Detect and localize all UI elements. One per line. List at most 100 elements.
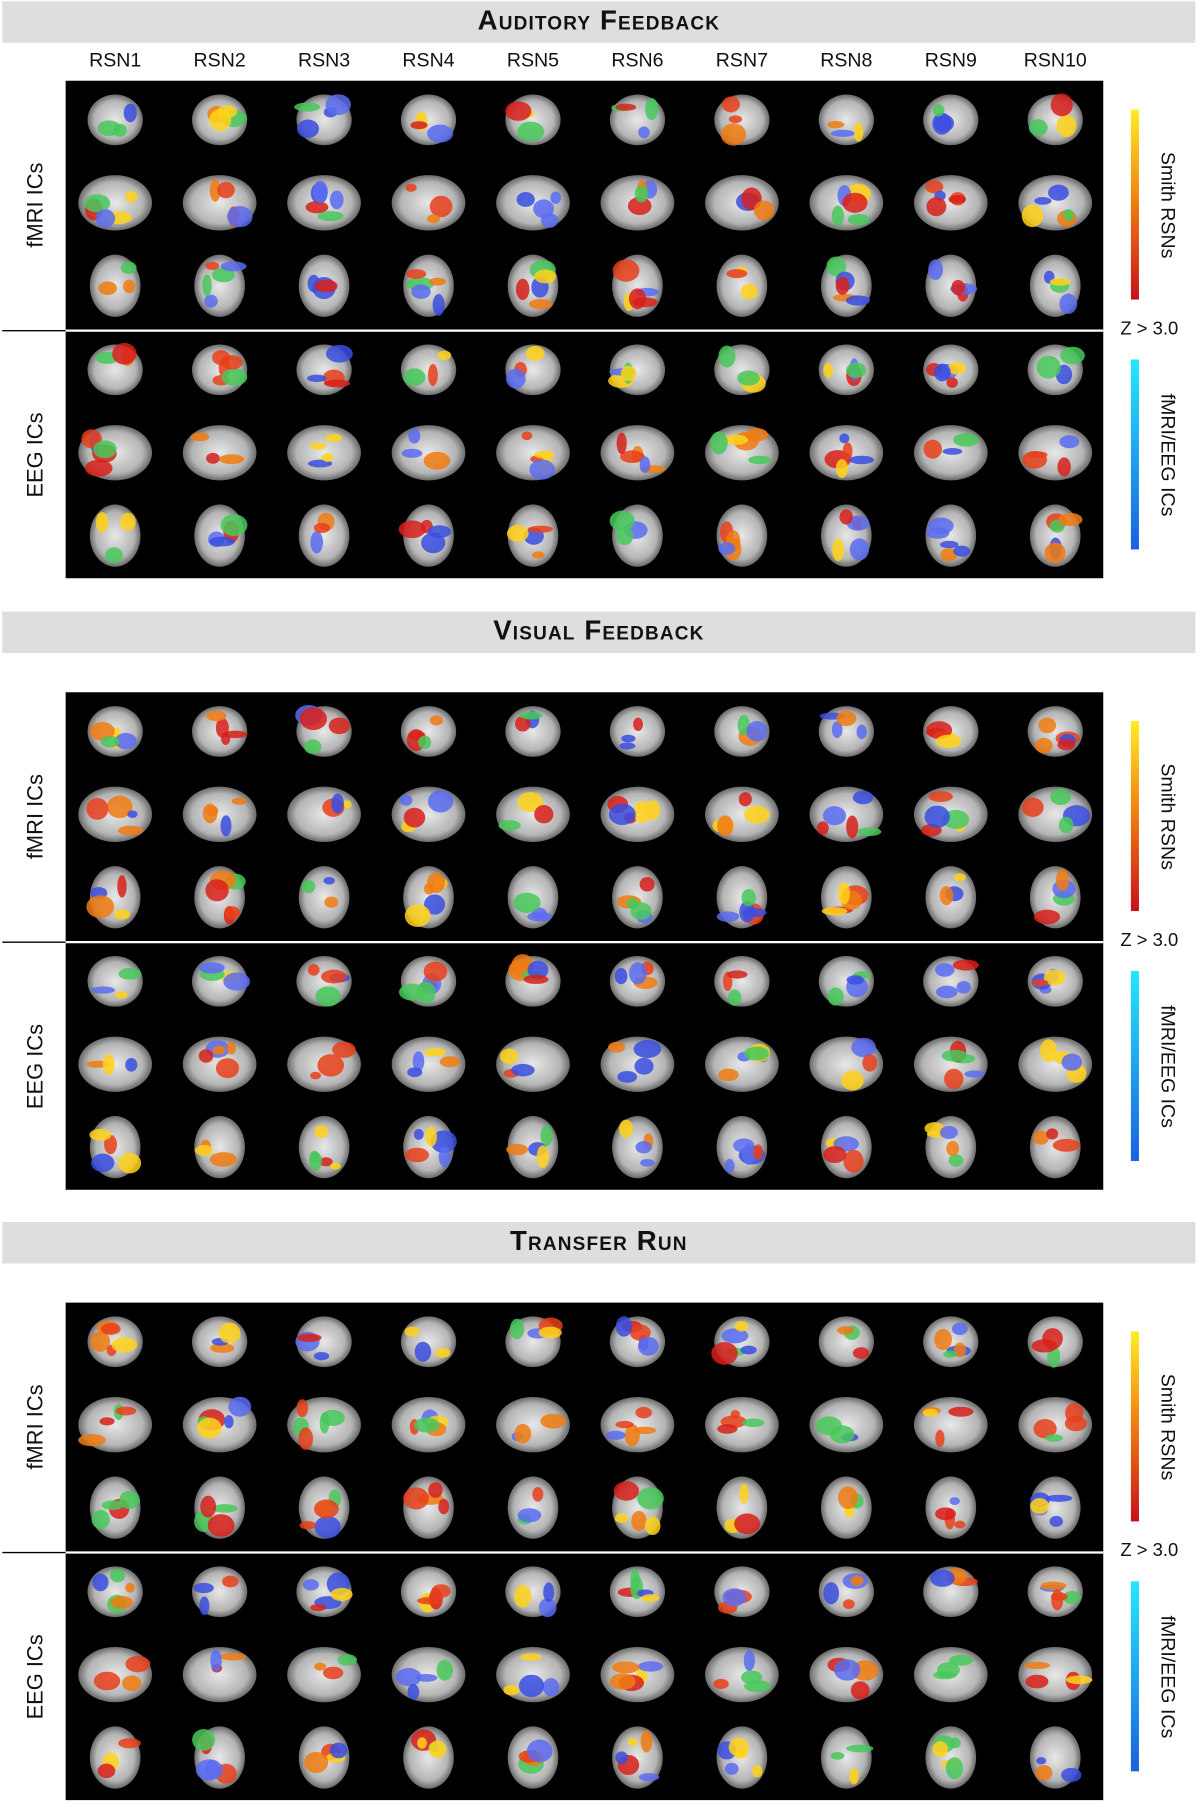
- activation-blob: [620, 365, 637, 382]
- activation-blob: [853, 122, 864, 142]
- brain-slice: [600, 1397, 675, 1453]
- activation-blob: [435, 1348, 451, 1358]
- activation-blob: [949, 1497, 960, 1506]
- activation-blob: [314, 1515, 341, 1539]
- brain-image: [705, 175, 779, 231]
- activation-blob: [193, 1582, 214, 1594]
- activation-blob: [306, 374, 327, 383]
- activation-blob: [92, 1573, 109, 1592]
- brain-image: [505, 1316, 563, 1368]
- colorbar-label: fMRI/EEG ICs: [1156, 394, 1178, 517]
- brain-image: [296, 344, 353, 396]
- activation-blob: [89, 722, 115, 741]
- activation-blob: [723, 434, 749, 446]
- activation-blob: [940, 540, 959, 549]
- activation-blob: [209, 178, 221, 202]
- brain-image: [608, 344, 666, 396]
- activation-blob: [626, 898, 639, 909]
- brain-image: [78, 786, 153, 842]
- activation-blob: [615, 1316, 633, 1337]
- brain-image: [809, 786, 884, 842]
- activation-blob: [617, 1071, 638, 1083]
- activation-blob: [220, 514, 248, 536]
- activation-blob: [337, 1654, 358, 1666]
- brain-grid: [78, 93, 1093, 317]
- activation-blob: [1044, 542, 1066, 563]
- activation-blob: [119, 1490, 140, 1510]
- activation-blob: [935, 734, 962, 749]
- brain-image: [78, 1397, 153, 1453]
- activation-blob: [613, 1481, 640, 1501]
- activation-blob: [1057, 739, 1076, 751]
- brain-grid: [78, 704, 1093, 929]
- brain-slice: [913, 1397, 988, 1453]
- brain-image: [820, 1476, 872, 1539]
- activation-blob: [118, 967, 142, 980]
- activation-blob: [1065, 1675, 1093, 1685]
- activation-blob: [430, 1130, 457, 1153]
- activation-blob: [947, 362, 966, 375]
- activation-blob: [118, 1738, 141, 1749]
- activation-blob: [1028, 119, 1048, 137]
- activation-blob: [221, 355, 243, 370]
- activation-blob: [841, 1070, 864, 1091]
- brain-image: [182, 1646, 257, 1703]
- brain-image: [600, 786, 675, 842]
- activation-blob: [842, 1599, 855, 1610]
- activation-blob: [856, 724, 868, 740]
- brain-slice: [287, 786, 361, 842]
- activation-blob: [1061, 1053, 1083, 1071]
- brain-image: [600, 1036, 675, 1092]
- brain-image: [507, 254, 559, 317]
- activation-blob: [418, 735, 432, 750]
- brain-grid: [78, 1316, 1093, 1539]
- activation-blob: [627, 1737, 639, 1747]
- activation-blob: [718, 542, 736, 556]
- activation-blob: [1065, 1403, 1084, 1424]
- brain-image: [287, 425, 361, 481]
- brain-image: [194, 504, 248, 567]
- activation-blob: [608, 1041, 626, 1053]
- column-label: RSN4: [402, 49, 454, 71]
- activation-blob: [91, 1153, 115, 1173]
- activation-blob: [954, 1520, 966, 1529]
- activation-blob: [935, 1429, 945, 1448]
- activation-blob: [425, 1126, 437, 1147]
- activation-blob: [826, 256, 847, 277]
- brain-image: [87, 706, 143, 757]
- activation-blob: [424, 894, 446, 915]
- activation-blob: [296, 1333, 322, 1342]
- activation-blob: [527, 525, 553, 533]
- brain-slice: [391, 175, 466, 231]
- activation-blob: [722, 96, 740, 113]
- activation-blob: [619, 742, 636, 750]
- brain-image: [89, 504, 141, 567]
- activation-blob: [637, 1336, 659, 1356]
- activation-blob: [206, 805, 219, 816]
- activation-blob: [515, 278, 530, 301]
- activation-blob: [752, 1144, 764, 1160]
- activation-blob: [89, 1128, 112, 1141]
- brain-image: [1029, 504, 1083, 567]
- activation-blob: [940, 548, 958, 562]
- activation-blob: [313, 1351, 330, 1361]
- activation-blob: [943, 1350, 957, 1358]
- activation-blob: [630, 1568, 640, 1592]
- activation-blob: [827, 120, 845, 129]
- activation-blob: [945, 1757, 964, 1780]
- activation-blob: [615, 1420, 634, 1429]
- activation-blob: [948, 1406, 974, 1417]
- activation-blob: [532, 1486, 544, 1502]
- activation-blob: [852, 790, 874, 805]
- activation-blob: [1061, 1767, 1082, 1783]
- column-label: RSN2: [194, 49, 246, 71]
- activation-blob: [634, 1057, 654, 1075]
- activation-blob: [219, 454, 245, 465]
- brain-image: [600, 175, 675, 231]
- activation-blob: [220, 261, 247, 272]
- brain-image: [403, 254, 454, 317]
- activation-blob: [224, 906, 241, 920]
- activation-blob: [226, 1041, 237, 1055]
- brain-image: [913, 1397, 988, 1453]
- brain-image: [1029, 1476, 1081, 1539]
